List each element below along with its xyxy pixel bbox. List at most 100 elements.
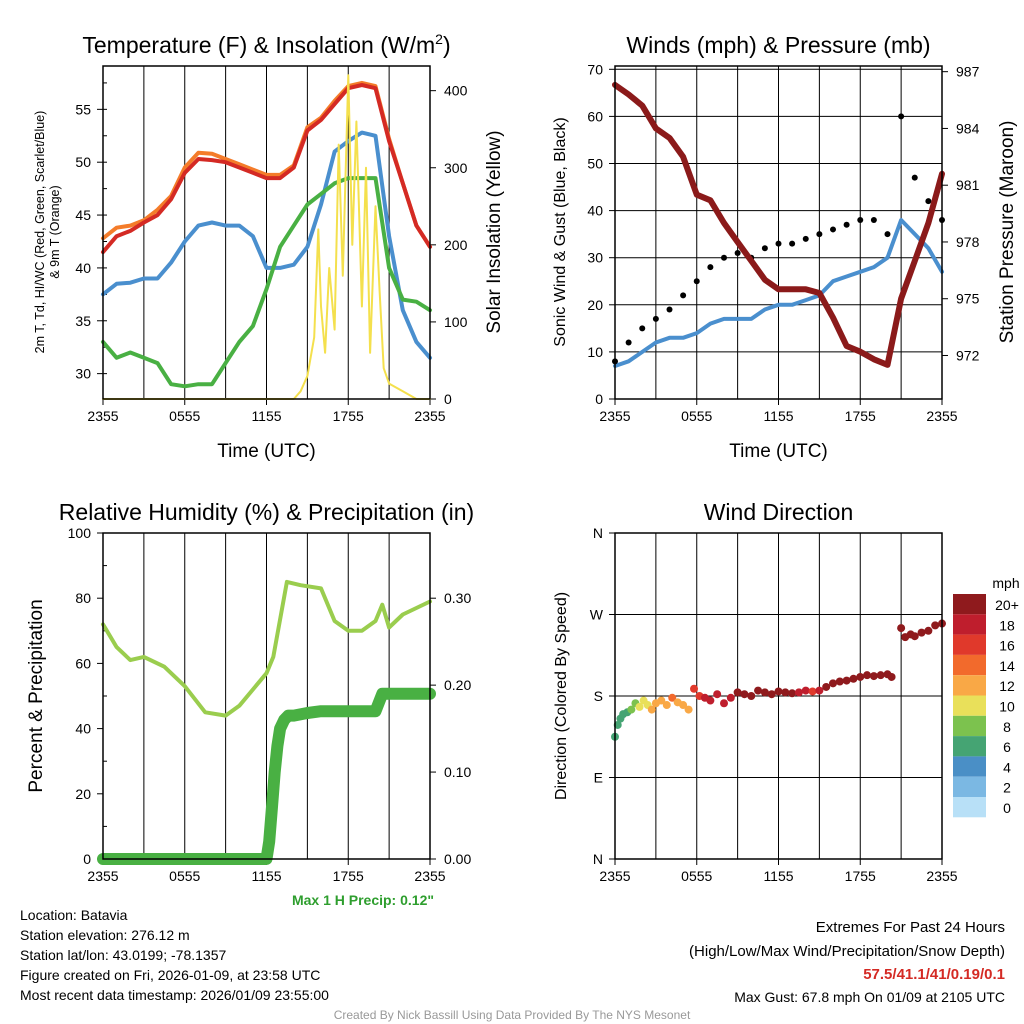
series-station-pressure — [612, 81, 945, 368]
y2-tick-label: 0 — [444, 391, 452, 407]
wind-direction-panel: 2355 0555 1155 1755 2355 Wind Direction N E S W N D… — [553, 499, 958, 884]
direction-point — [788, 689, 797, 698]
gust-point — [625, 339, 632, 346]
direction-point — [887, 672, 896, 681]
gust-point — [761, 245, 768, 252]
series-hi-wc — [101, 176, 432, 389]
x-tick-label: 2355 — [926, 408, 957, 424]
colorbar-label: 2 — [1003, 780, 1011, 796]
x-tick-label: 1155 — [763, 408, 793, 424]
direction-point — [815, 686, 824, 695]
gust-point — [707, 264, 714, 271]
y-tick-label: N — [593, 525, 603, 541]
x-tick-label: 2355 — [414, 408, 445, 424]
x-tick-label: 2355 — [926, 868, 957, 884]
direction-point — [863, 671, 872, 680]
direction-point — [668, 693, 677, 702]
colorbar-label: 18 — [999, 617, 1015, 633]
info-latlon: Station lat/lon: 43.0199; -78.1357 — [20, 947, 227, 963]
y2-tick-label: 984 — [956, 120, 980, 136]
direction-point — [679, 701, 688, 710]
info-elevation: Station elevation: 276.12 m — [20, 927, 190, 943]
y-tick-label: 30 — [75, 366, 91, 382]
info-recent: Most recent data timestamp: 2026/01/09 2… — [20, 987, 329, 1003]
y-tick-label: 40 — [587, 203, 603, 219]
extremes-subtitle: (High/Low/Max Wind/Precipitation/Snow De… — [689, 943, 1005, 960]
gust-point — [666, 306, 673, 313]
direction-point — [767, 690, 776, 699]
direction-point — [822, 682, 831, 691]
plot-border — [102, 65, 431, 400]
colorbar-title: mph — [992, 575, 1019, 591]
direction-point — [801, 686, 810, 695]
y-tick-label: 30 — [587, 250, 603, 266]
y-tick-label: 60 — [75, 655, 91, 671]
direction-point — [842, 676, 851, 685]
y-tick-label: 55 — [75, 101, 91, 117]
direction-point — [856, 672, 865, 681]
colorbar-swatch — [953, 594, 986, 615]
direction-point — [808, 687, 817, 696]
x-tick-label: 0555 — [169, 868, 200, 884]
colorbar-swatch — [953, 797, 986, 818]
direction-point — [849, 674, 858, 683]
gust-point — [652, 315, 659, 322]
plot-border — [614, 532, 943, 860]
direction-point — [754, 686, 763, 695]
colorbar-swatch — [953, 654, 986, 676]
colorbar-swatch — [953, 675, 986, 696]
colorbar-label: 4 — [1003, 759, 1011, 775]
x-tick-label: 1755 — [845, 868, 876, 884]
y-tick-label: 40 — [75, 260, 91, 276]
y-tick-label: S — [594, 688, 603, 704]
y-tick-label: 60 — [587, 108, 603, 124]
direction-point — [774, 687, 783, 696]
direction-point — [897, 624, 906, 633]
direction-point — [917, 628, 926, 637]
colorbar-label: 12 — [999, 678, 1015, 694]
y-tick-label: 50 — [75, 154, 91, 170]
title-text-end: ) — [443, 32, 451, 58]
y-tick-label: 0 — [595, 391, 603, 407]
direction-point — [835, 677, 844, 686]
direction-point — [876, 671, 885, 680]
y2-tick-label: 978 — [956, 234, 980, 250]
temperature-panel: 2355 0555 1155 1755 2355 Temperature (F) & In… — [75, 31, 505, 462]
gust-point — [857, 217, 864, 224]
direction-point — [760, 688, 769, 697]
gust-point — [639, 325, 646, 332]
gust-point — [911, 174, 918, 181]
series-sonic-wind — [613, 218, 944, 368]
x-tick-label: 1155 — [251, 868, 281, 884]
gust-point — [734, 249, 741, 256]
max-precip-annotation: Max 1 H Precip: 0.12" — [292, 892, 434, 908]
direction-point — [924, 626, 933, 635]
x-tick-label: 2355 — [87, 868, 118, 884]
y2-tick-label: 0.30 — [444, 590, 471, 606]
colorbar-swatch — [953, 776, 986, 797]
direction-point — [910, 632, 919, 641]
y-tick-label: E — [594, 770, 603, 786]
x-tick-label: 0555 — [681, 408, 712, 424]
extremes-gust: Max Gust: 67.8 mph On 01/09 at 2105 UTC — [734, 989, 1005, 1005]
gust-point — [693, 278, 700, 285]
direction-point — [781, 688, 790, 697]
colorbar-label: 8 — [1003, 719, 1011, 735]
y2-tick-label: 981 — [956, 177, 980, 193]
colorbar-label: 14 — [999, 658, 1015, 674]
winds-panel: 2355 0555 1155 1755 2355 Winds (mph) & Pressu… — [552, 32, 1018, 462]
chart-title: Temperature (F) & Insolation (W/m2) — [82, 31, 450, 58]
direction-point — [931, 621, 940, 630]
colorbar-label: 20+ — [995, 597, 1019, 613]
y-axis-label: Direction (Colored By Speed) — [553, 592, 570, 800]
x-tick-label: 2355 — [87, 408, 118, 424]
colorbar-label: 6 — [1003, 739, 1011, 755]
y-tick-label: 80 — [75, 590, 91, 606]
x-tick-label: 1155 — [251, 408, 281, 424]
y2-tick-label: 972 — [956, 347, 980, 363]
y-tick-label: N — [593, 851, 603, 867]
colorbar-swatch — [953, 715, 986, 737]
direction-point — [740, 690, 749, 699]
direction-point — [733, 688, 742, 697]
